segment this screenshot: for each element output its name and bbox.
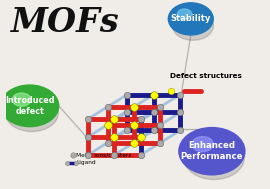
Point: [158, 123, 163, 126]
Circle shape: [177, 9, 192, 19]
Point: [71, 153, 75, 156]
Point: [152, 111, 156, 114]
Point: [139, 136, 143, 139]
Point: [105, 123, 110, 126]
Circle shape: [5, 93, 59, 132]
Point: [65, 161, 69, 164]
Circle shape: [184, 136, 244, 180]
Point: [112, 153, 116, 156]
Point: [152, 93, 156, 96]
Point: [125, 111, 130, 114]
Point: [169, 89, 173, 92]
Circle shape: [1, 85, 59, 127]
Circle shape: [168, 3, 213, 35]
Point: [105, 141, 110, 144]
Point: [112, 118, 116, 121]
Point: [178, 93, 182, 96]
Point: [105, 105, 110, 108]
Circle shape: [172, 11, 214, 40]
Point: [125, 129, 130, 132]
Text: MOFs: MOFs: [11, 6, 120, 39]
Point: [178, 111, 182, 114]
Text: Introduced
defect: Introduced defect: [5, 96, 55, 116]
Point: [86, 153, 90, 156]
Point: [125, 93, 130, 96]
Point: [132, 123, 136, 126]
Point: [152, 129, 156, 132]
Point: [74, 161, 78, 164]
Text: Stability: Stability: [171, 14, 211, 23]
Point: [132, 141, 136, 144]
Point: [132, 105, 136, 108]
Text: Ligand: Ligand: [76, 160, 96, 165]
Circle shape: [192, 136, 213, 152]
Text: Enhanced
Performance: Enhanced Performance: [181, 141, 243, 161]
Point: [178, 129, 182, 132]
Point: [158, 141, 163, 144]
Point: [86, 136, 90, 139]
Circle shape: [179, 128, 245, 175]
Point: [139, 118, 143, 121]
Point: [112, 136, 116, 139]
Point: [158, 105, 163, 108]
Point: [139, 153, 143, 156]
Circle shape: [12, 93, 31, 106]
Text: Metal ions/clusters: Metal ions/clusters: [76, 153, 131, 157]
Point: [86, 118, 90, 121]
Text: Defect structures: Defect structures: [170, 73, 242, 79]
